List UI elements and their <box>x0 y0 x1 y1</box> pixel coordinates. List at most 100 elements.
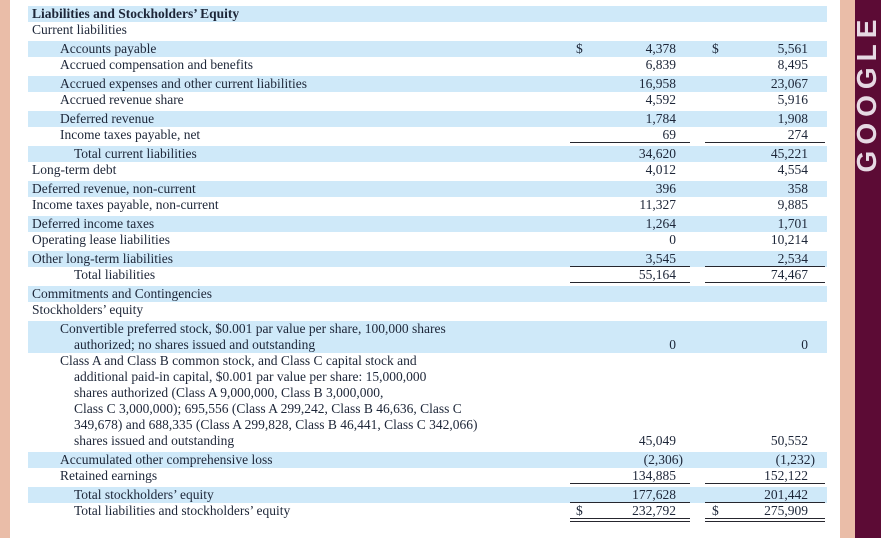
row-label-line: Long-term debt <box>32 162 117 177</box>
amount-value: 5,916 <box>777 92 808 107</box>
amount-col-1: 177,628 <box>570 487 690 503</box>
amount-col-1: $ 4,378 <box>570 41 690 57</box>
amount-col-1: 55,164 <box>570 267 690 283</box>
amount-col-2: 10,214 <box>705 232 825 248</box>
amount-col-2: $ 5,561 <box>705 41 825 57</box>
amount-value: 0 <box>669 232 676 247</box>
amount-col-2: 74,467 <box>705 267 825 283</box>
row-label: Liabilities and Stockholders’ Equity <box>28 6 570 22</box>
row-label-line: Operating lease liabilities <box>32 232 170 247</box>
row-label-line: Total stockholders’ equity <box>74 487 214 502</box>
row-label: Stockholders’ equity <box>28 302 570 318</box>
left-accent-strip <box>0 0 10 538</box>
amount-value: 5,561 <box>777 41 808 56</box>
amount-col-1: 134,885 <box>570 468 690 484</box>
table-row: Stockholders’ equity <box>28 302 827 318</box>
amount-col-1 <box>570 286 690 302</box>
row-label: Deferred revenue <box>28 111 570 127</box>
row-label-line: Accrued revenue share <box>60 92 184 107</box>
amount-col-1: 4,592 <box>570 92 690 108</box>
amount-col-2: 274 <box>705 127 825 143</box>
amount-value: 55,164 <box>638 267 676 282</box>
row-label-line: 349,678) and 688,335 (Class A 299,828, C… <box>74 417 478 432</box>
row-label-line: Deferred income taxes <box>32 216 155 231</box>
amount-value: 6,839 <box>645 57 676 72</box>
row-label-line: Stockholders’ equity <box>32 302 144 317</box>
amount-value: 1,264 <box>645 216 676 231</box>
row-label: Deferred revenue, non-current <box>28 181 570 197</box>
amount-col-2: 50,552 <box>705 433 825 449</box>
row-label-line: Commitments and Contingencies <box>32 286 212 301</box>
amount-col-2 <box>705 6 825 22</box>
row-label-line: Accrued expenses and other current liabi… <box>60 76 308 91</box>
amount-value: 4,554 <box>777 162 808 177</box>
row-label: Total liabilities <box>28 267 570 283</box>
row-label: Convertible preferred stock, $0.001 par … <box>28 321 570 353</box>
amount-col-2: 2,534 <box>705 251 825 267</box>
amount-col-1: 4,012 <box>570 162 690 178</box>
amount-col-1: 1,264 <box>570 216 690 232</box>
amount-value: 50,552 <box>770 433 808 448</box>
row-label: Deferred income taxes <box>28 216 570 232</box>
amount-value: 74,467 <box>770 267 808 282</box>
amount-col-2 <box>705 22 825 38</box>
amount-col-2: 8,495 <box>705 57 825 73</box>
row-label-line: Accumulated other comprehensive loss <box>60 452 273 467</box>
amount-value: 201,442 <box>764 487 808 502</box>
row-label-line: Convertible preferred stock, $0.001 par … <box>60 321 446 336</box>
amount-value: 134,885 <box>632 468 676 483</box>
amount-value: 152,122 <box>764 468 808 483</box>
amount-value: 9,885 <box>777 197 808 212</box>
amount-col-2: 1,701 <box>705 216 825 232</box>
row-label-line: Deferred revenue, non-current <box>32 181 196 196</box>
row-label: Class A and Class B common stock, and Cl… <box>28 353 570 449</box>
amount-value: 10,214 <box>770 232 808 247</box>
row-label: Accounts payable <box>28 41 570 57</box>
amount-value: 8,495 <box>777 57 808 72</box>
amount-col-2: 1,908 <box>705 111 825 127</box>
amount-col-2: 358 <box>705 181 825 197</box>
amount-col-2: $ 275,909 <box>705 503 825 522</box>
amount-value: 4,592 <box>645 92 676 107</box>
amount-col-1: 11,327 <box>570 197 690 213</box>
row-label: Accrued expenses and other current liabi… <box>28 76 570 92</box>
right-accent-strip <box>840 0 855 538</box>
amount-col-1 <box>570 6 690 22</box>
table-row: Total liabilities 55,164 74,467 <box>28 267 827 283</box>
amount-col-2: 201,442 <box>705 487 825 503</box>
amount-col-1: 396 <box>570 181 690 197</box>
dollar-sign: $ <box>712 41 719 56</box>
amount-col-2: 9,885 <box>705 197 825 213</box>
amount-col-1: 0 <box>570 232 690 248</box>
table-row: Total stockholders’ equity 177,628 201,4… <box>28 487 827 503</box>
amount-value: 396 <box>655 181 676 196</box>
amount-col-1 <box>570 302 690 318</box>
row-label: Income taxes payable, non-current <box>28 197 570 213</box>
table-row: Income taxes payable, net 69 274 <box>28 127 827 143</box>
table-row: Accrued expenses and other current liabi… <box>28 76 827 92</box>
table-row: Other long-term liabilities 3,545 2,534 <box>28 251 827 267</box>
row-label: Retained earnings <box>28 468 570 484</box>
row-label-line: Liabilities and Stockholders’ Equity <box>32 6 240 21</box>
amount-value: 16,958 <box>638 76 676 91</box>
brand-vertical-text: GOOGLE <box>851 13 881 173</box>
amount-value: 2,534 <box>777 251 808 266</box>
row-label-line: Retained earnings <box>60 468 158 483</box>
row-label: Long-term debt <box>28 162 570 178</box>
row-label: Current liabilities <box>28 22 570 38</box>
table-row: Liabilities and Stockholders’ Equity <box>28 6 827 22</box>
dollar-sign: $ <box>712 503 719 518</box>
row-label-line: shares issued and outstanding <box>74 433 235 448</box>
amount-col-2: 23,067 <box>705 76 825 92</box>
row-label-line: Accounts payable <box>60 41 157 56</box>
row-label-line: Class C 3,000,000); 695,556 (Class A 299… <box>74 401 462 416</box>
table-row: Operating lease liabilities 0 10,214 <box>28 232 827 248</box>
row-label: Accumulated other comprehensive loss <box>28 452 570 468</box>
amount-value: 69 <box>662 127 677 142</box>
amount-col-2: 5,916 <box>705 92 825 108</box>
amount-col-1: 16,958 <box>570 76 690 92</box>
amount-col-1: 45,049 <box>570 433 690 449</box>
brand-sidebar <box>855 0 881 538</box>
amount-col-2: (1,232) <box>705 452 825 468</box>
amount-value: 274 <box>787 127 808 142</box>
